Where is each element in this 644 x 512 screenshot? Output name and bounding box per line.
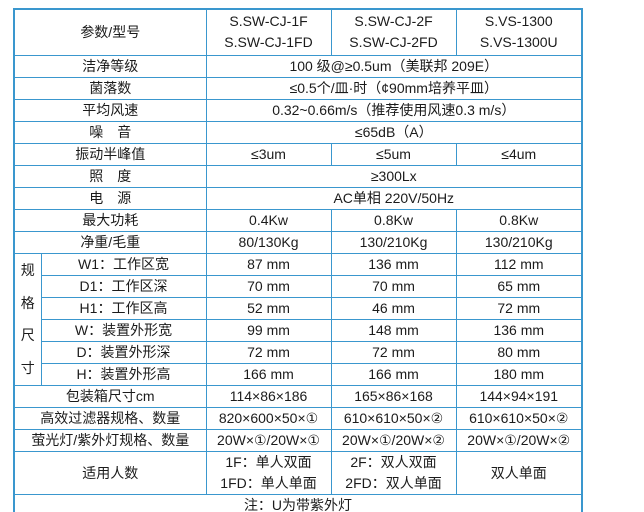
row-value: 166 mm	[330, 362, 457, 386]
row-label: H：装置外形高	[40, 362, 207, 386]
row-label: 电 源	[13, 186, 207, 210]
model-name: S.SW-CJ-2F	[354, 13, 433, 30]
row-value: 112 mm	[455, 252, 583, 276]
model-name: S.SW-CJ-2FD	[349, 34, 438, 51]
model-name: S.SW-CJ-1F	[229, 13, 308, 30]
row-value: 820×600×50×①	[205, 406, 332, 430]
row-label: H1：工作区高	[40, 296, 207, 320]
row-value: 80 mm	[455, 340, 583, 364]
row-label: 适用人数	[13, 450, 207, 495]
model-name: S.VS-1300	[484, 13, 553, 30]
row-value: 72 mm	[205, 340, 332, 364]
row-value: 20W×①/20W×②	[455, 428, 583, 452]
row-value: 70 mm	[205, 274, 332, 298]
row-dim-w1: 规 格 尺 寸 W1：工作区宽 87 mm 136 mm 112 mm	[13, 252, 583, 386]
row-value: 100 级@≥0.5um（美联邦 209E）	[205, 54, 583, 78]
model-name: S.VS-1300U	[479, 34, 558, 51]
row-value: 114×86×186	[205, 384, 332, 408]
row-label: 噪 音	[13, 120, 207, 144]
row-value: ≤3um	[205, 142, 332, 166]
row-value: 46 mm	[330, 296, 457, 320]
row-capacity: 适用人数 1F：单人双面 1FD：单人单面 2F：双人双面 2FD：双人单面 双…	[13, 450, 583, 495]
row-label: 萤光灯/紫外灯规格、数量	[13, 428, 207, 452]
row-value: 130/210Kg	[330, 230, 457, 254]
footnote-row: 注：U为带紫外灯	[13, 493, 583, 512]
row-dim-w: W：装置外形宽 99 mm 148 mm 136 mm	[14, 318, 583, 342]
row-label: 高效过滤器规格、数量	[13, 406, 207, 430]
model-name: S.SW-CJ-1FD	[224, 34, 313, 51]
row-weight: 净重/毛重 80/130Kg 130/210Kg 130/210Kg	[13, 230, 583, 254]
row-colony-count: 菌落数 ≤0.5个/皿·时（¢90mm培养平皿）	[13, 76, 583, 100]
row-label: 照 度	[13, 164, 207, 188]
row-value: 610×610×50×②	[330, 406, 457, 430]
row-label: 洁净等级	[13, 54, 207, 78]
spec-table: 参数/型号 S.SW-CJ-1F S.SW-CJ-1FD S.SW-CJ-2F …	[13, 8, 584, 512]
model-column-1: S.SW-CJ-1F S.SW-CJ-1FD	[205, 8, 332, 56]
row-hepa-filter: 高效过滤器规格、数量 820×600×50×① 610×610×50×② 610…	[13, 406, 583, 430]
row-dim-d1: D1：工作区深 70 mm 70 mm 65 mm	[14, 274, 583, 298]
row-clean-class: 洁净等级 100 级@≥0.5um（美联邦 209E）	[13, 54, 583, 78]
row-value: 65 mm	[455, 274, 583, 298]
row-value: 136 mm	[330, 252, 457, 276]
header-row: 参数/型号 S.SW-CJ-1F S.SW-CJ-1FD S.SW-CJ-2F …	[13, 8, 583, 56]
row-value: 70 mm	[330, 274, 457, 298]
row-value: 72 mm	[455, 296, 583, 320]
row-value: 80/130Kg	[205, 230, 332, 254]
row-value: 610×610×50×②	[455, 406, 583, 430]
model-column-3: S.VS-1300 S.VS-1300U	[455, 8, 583, 56]
row-value: ≤0.5个/皿·时（¢90mm培养平皿）	[205, 76, 583, 100]
row-vibration: 振动半峰值 ≤3um ≤5um ≤4um	[13, 142, 583, 166]
row-value: 148 mm	[330, 318, 457, 342]
row-value: 2F：双人双面 2FD：双人单面	[330, 450, 457, 495]
row-value: ≤65dB（A）	[205, 120, 583, 144]
row-max-power: 最大功耗 0.4Kw 0.8Kw 0.8Kw	[13, 208, 583, 232]
row-value: 72 mm	[330, 340, 457, 364]
row-label: 包装箱尺寸cm	[13, 384, 207, 408]
row-value: 0.4Kw	[205, 208, 332, 232]
row-packing-box: 包装箱尺寸cm 114×86×186 165×86×168 144×94×191	[13, 384, 583, 408]
row-value: 130/210Kg	[455, 230, 583, 254]
row-value: 136 mm	[455, 318, 583, 342]
row-value: 52 mm	[205, 296, 332, 320]
row-lamps: 萤光灯/紫外灯规格、数量 20W×①/20W×① 20W×①/20W×② 20W…	[13, 428, 583, 452]
row-label: D1：工作区深	[40, 274, 207, 298]
row-noise: 噪 音 ≤65dB（A）	[13, 120, 583, 144]
row-value: 20W×①/20W×①	[205, 428, 332, 452]
row-value: 双人单面	[455, 450, 583, 495]
row-value: 144×94×191	[455, 384, 583, 408]
row-label: W：装置外形宽	[40, 318, 207, 342]
row-label: D：装置外形深	[40, 340, 207, 364]
dimension-group-label: 规 格 尺 寸	[13, 252, 42, 386]
footnote-text: 注：U为带紫外灯	[13, 493, 583, 512]
row-value: 87 mm	[205, 252, 332, 276]
row-label: 振动半峰值	[13, 142, 207, 166]
row-value: ≤5um	[330, 142, 457, 166]
row-value: 99 mm	[205, 318, 332, 342]
row-value: 180 mm	[455, 362, 583, 386]
row-value: 0.8Kw	[455, 208, 583, 232]
row-value: 0.32~0.66m/s（推荐使用风速0.3 m/s）	[205, 98, 583, 122]
row-label: 菌落数	[13, 76, 207, 100]
row-label: 最大功耗	[13, 208, 207, 232]
row-dim-h1: H1：工作区高 52 mm 46 mm 72 mm	[14, 296, 583, 320]
row-value: 1F：单人双面 1FD：单人单面	[205, 450, 332, 495]
row-value: ≤4um	[455, 142, 583, 166]
row-label: 平均风速	[13, 98, 207, 122]
row-value: 0.8Kw	[330, 208, 457, 232]
row-value: 166 mm	[205, 362, 332, 386]
row-value: ≥300Lx	[205, 164, 583, 188]
row-dim-d: D：装置外形深 72 mm 72 mm 80 mm	[14, 340, 583, 364]
row-avg-wind-speed: 平均风速 0.32~0.66m/s（推荐使用风速0.3 m/s）	[13, 98, 583, 122]
row-value: AC单相 220V/50Hz	[205, 186, 583, 210]
row-value: 20W×①/20W×②	[330, 428, 457, 452]
row-value: 165×86×168	[330, 384, 457, 408]
model-column-2: S.SW-CJ-2F S.SW-CJ-2FD	[330, 8, 457, 56]
row-dim-h: H：装置外形高 166 mm 166 mm 180 mm	[14, 362, 583, 386]
row-illuminance: 照 度 ≥300Lx	[13, 164, 583, 188]
row-label: 净重/毛重	[13, 230, 207, 254]
row-power-supply: 电 源 AC单相 220V/50Hz	[13, 186, 583, 210]
param-model-header: 参数/型号	[13, 8, 207, 56]
row-label: W1：工作区宽	[40, 252, 207, 276]
